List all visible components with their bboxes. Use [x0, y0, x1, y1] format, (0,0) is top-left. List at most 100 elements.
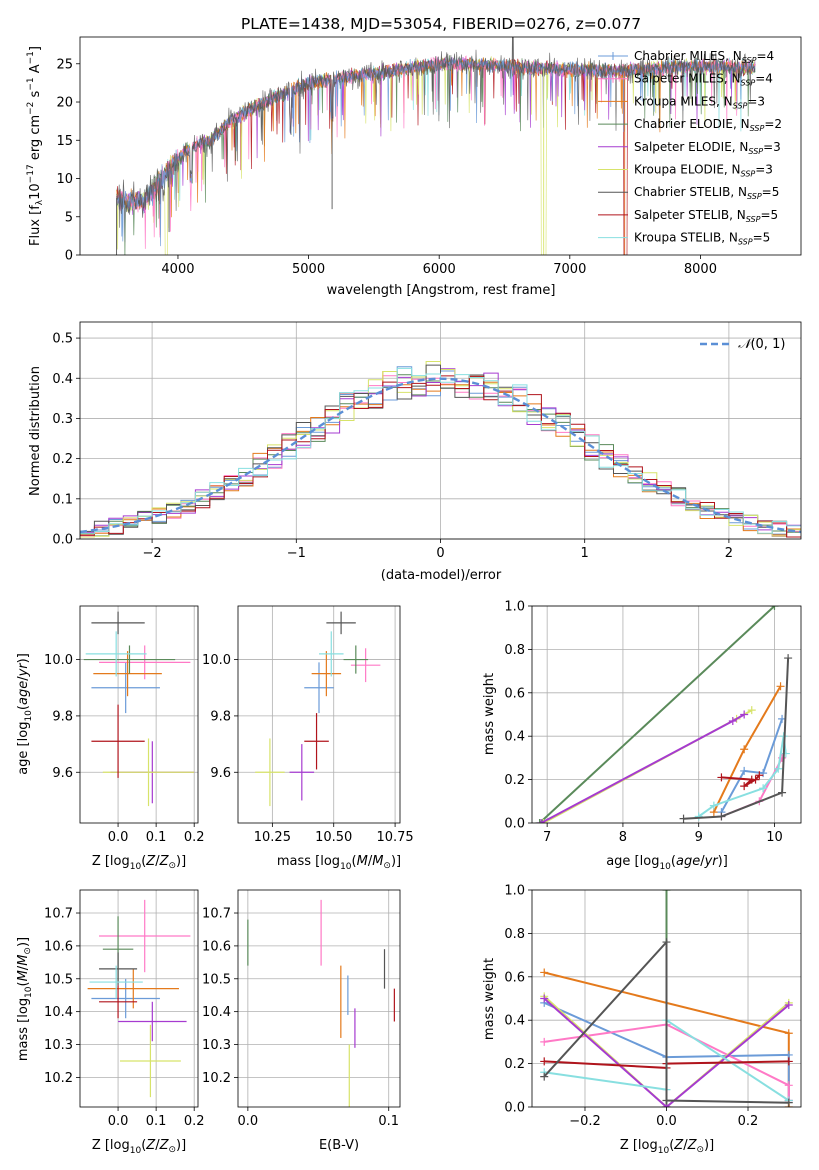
y-tick-label: 0 [65, 249, 73, 264]
axes-mass-vs-ebv: 0.0 0.1 10.2 10.3 10.4 10.5 10.6 10.7 E(B-V) [202, 889, 401, 1153]
axes-weight-vs-Z: −0.2 0.0 0.2 0.0 0.2 0.4 0.6 0.8 1.0 Z [log10(Z/Z… [482, 884, 802, 1156]
spectrum-line [116, 37, 756, 228]
y-tick-label: 1.0 [504, 600, 525, 615]
y-tick-label: 9.8 [52, 709, 73, 724]
x-tick-label: −0.2 [569, 1114, 601, 1129]
legend-label-text: Chabrier STELIB, N [634, 185, 747, 199]
y-tick-label: 0.6 [504, 970, 525, 985]
y-tick-label: 10.7 [44, 907, 73, 922]
axes-frame [531, 889, 802, 1108]
x-axis-label: wavelength [Angstrom, rest frame] [327, 283, 556, 298]
legend-label-n: =3 [755, 163, 773, 177]
legend-label-text: Kroupa ELODIE, N [634, 163, 741, 177]
y-tick-label: 0.6 [504, 686, 525, 701]
series-line [538, 606, 776, 823]
series-line [720, 718, 784, 813]
data-point [540, 1057, 549, 1066]
data-point [740, 766, 749, 775]
legend-label: Chabrier MILES, NSSP=4 [634, 49, 774, 65]
legend-label-sub: SSP [747, 192, 762, 201]
legend-label: Salpeter MILES, NSSP=4 [634, 72, 773, 88]
y-tick-label: 0.1 [52, 492, 73, 507]
x-axis-label: mass [log10(M/M⊙)] [277, 854, 401, 872]
y-tick-label: 10.6 [44, 939, 73, 954]
legend-label-sub: SSP [741, 170, 756, 179]
legend-label-sub: SSP [748, 147, 763, 156]
legend-label-n: =3 [747, 94, 765, 108]
x-tick-label: 2 [725, 546, 733, 561]
legend-label-text: Salpeter STELIB, N [634, 208, 746, 222]
data-point [776, 682, 785, 691]
axes-age-vs-mass: 10.25 10.50 10.75 9.6 9.8 10.0 mass [log10(M/M… [202, 605, 414, 872]
axes-frame [79, 605, 199, 824]
legend-label-text: Kroupa STELIB, N [634, 231, 738, 245]
x-tick-label: 1 [581, 546, 589, 561]
data-point [535, 819, 544, 823]
data-point [709, 801, 718, 810]
x-axis-label: age [log10(age/yr)] [606, 854, 728, 872]
legend-label-text: Kroupa MILES, N [634, 94, 733, 108]
y-tick-label: 10.6 [202, 939, 231, 954]
data-point [540, 994, 549, 1003]
series-line [721, 757, 783, 818]
y-tick-label: 0.3 [52, 412, 73, 427]
x-tick-label: 10.50 [315, 830, 352, 845]
data-point [740, 710, 749, 719]
legend-label: Chabrier ELODIE, NSSP=2 [634, 117, 782, 133]
x-tick-label: 7 [543, 830, 551, 845]
x-tick-label: 0.0 [108, 830, 129, 845]
plot-area [116, 37, 756, 255]
y-axis-label: mass weight [482, 958, 497, 1040]
y-axis-label: Flux [fλ10−17 erg cm−2 s−1 A−1] [26, 46, 45, 246]
legend-label-n: =5 [753, 231, 771, 245]
x-tick-label: 6000 [423, 262, 456, 277]
legend-label-n: =5 [762, 185, 780, 199]
x-tick-label: 10.75 [376, 830, 413, 845]
data-point [540, 968, 549, 977]
normal-curve [80, 377, 801, 534]
y-tick-label: 0.0 [504, 817, 525, 832]
y-tick-label: 9.6 [52, 766, 73, 781]
x-tick-label: 0.0 [108, 1114, 129, 1129]
x-axis-label: Z [log10(Z/Z⊙)] [92, 854, 186, 872]
data-point [539, 819, 548, 823]
data-point [784, 1098, 793, 1107]
legend-label-n: =4 [756, 49, 774, 63]
y-tick-label: 0.4 [504, 730, 525, 745]
axes-mass-vs-Z: 0.0 0.1 0.2 10.2 10.3 10.4 10.5 10.6 10.7 Z [log1… [16, 889, 205, 1156]
data-point [662, 890, 671, 894]
data-point [759, 784, 768, 793]
axes-weight-vs-age: 7 8 9 10 0.0 0.2 0.4 0.6 0.8 1.0 age [log10(age/yr… [482, 600, 802, 872]
y-tick-label: 0.0 [504, 1101, 525, 1116]
data-point [679, 814, 688, 823]
y-tick-label: 10.4 [44, 1005, 73, 1020]
x-axis-label: E(B-V) [319, 1138, 359, 1153]
data-point [784, 1057, 793, 1066]
x-tick-label: 4000 [161, 262, 194, 277]
data-point [770, 606, 779, 610]
x-tick-label: −2 [143, 546, 162, 561]
y-tick-label: 10.3 [202, 1038, 231, 1053]
plot-area [80, 361, 801, 538]
data-point [540, 1072, 549, 1081]
series-line [683, 658, 790, 820]
data-point [759, 769, 768, 778]
x-tick-label: 5000 [292, 262, 325, 277]
y-tick-label: 0.0 [52, 533, 73, 548]
legend-label-n: =3 [763, 140, 781, 154]
y-tick-label: 10.7 [202, 907, 231, 922]
x-axis-label: Z [log10(Z/Z⊙)] [92, 1138, 186, 1156]
legend-label: Kroupa ELODIE, NSSP=3 [634, 163, 773, 179]
data-point [784, 1001, 793, 1010]
axes-frame [79, 321, 802, 540]
series-line [543, 997, 790, 1107]
y-tick-label: 10.2 [202, 1071, 231, 1086]
y-tick-label: 10.5 [202, 972, 231, 987]
data-point [778, 788, 787, 797]
data-point [694, 812, 703, 821]
x-tick-label: 0.2 [738, 1114, 759, 1129]
data-point [717, 773, 726, 782]
x-tick-label: 8000 [684, 262, 717, 277]
data-point [784, 1029, 793, 1038]
